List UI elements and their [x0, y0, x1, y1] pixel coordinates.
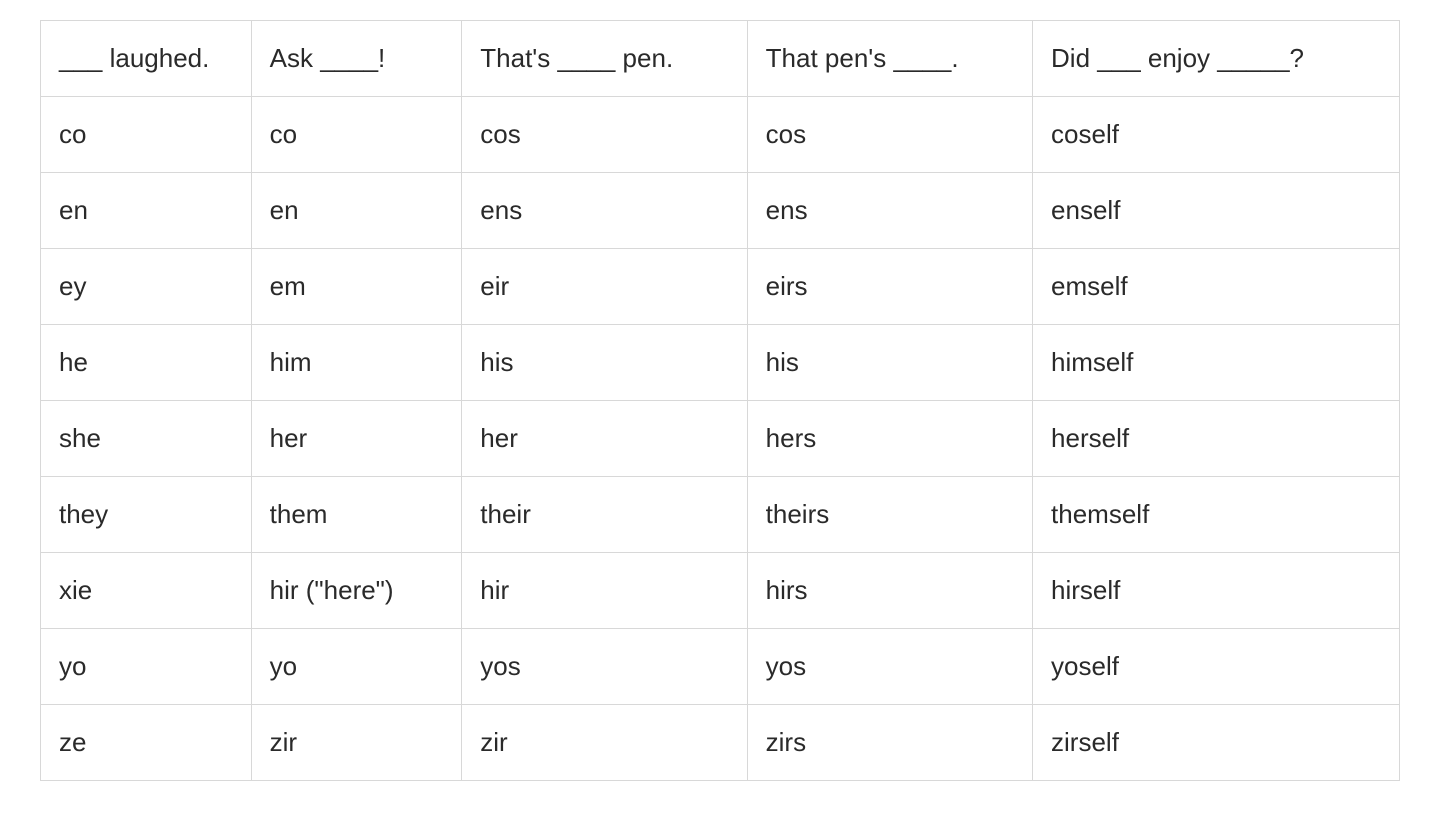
table-cell: hir ("here") — [251, 553, 462, 629]
table-cell: hirself — [1033, 553, 1400, 629]
table-row: ey em eir eirs emself — [41, 249, 1400, 325]
table-row: ze zir zir zirs zirself — [41, 705, 1400, 781]
table-cell: they — [41, 477, 252, 553]
table-cell: hers — [747, 401, 1032, 477]
table-cell: yo — [251, 629, 462, 705]
table-cell: eir — [462, 249, 747, 325]
table-cell: yoself — [1033, 629, 1400, 705]
table-cell: them — [251, 477, 462, 553]
table-header-row: ___ laughed. Ask ____! That's ____ pen. … — [41, 21, 1400, 97]
table-cell: coself — [1033, 97, 1400, 173]
table-cell: her — [251, 401, 462, 477]
table-cell: ens — [462, 173, 747, 249]
table-cell: zirs — [747, 705, 1032, 781]
table-cell: ey — [41, 249, 252, 325]
column-header: Did ___ enjoy _____? — [1033, 21, 1400, 97]
table-row: she her her hers herself — [41, 401, 1400, 477]
column-header: Ask ____! — [251, 21, 462, 97]
table-cell: she — [41, 401, 252, 477]
table-cell: xie — [41, 553, 252, 629]
column-header: ___ laughed. — [41, 21, 252, 97]
table-row: en en ens ens enself — [41, 173, 1400, 249]
table-cell: eirs — [747, 249, 1032, 325]
table-cell: cos — [747, 97, 1032, 173]
table-cell: ens — [747, 173, 1032, 249]
pronoun-table: ___ laughed. Ask ____! That's ____ pen. … — [40, 20, 1400, 781]
table-cell: co — [41, 97, 252, 173]
table-cell: yos — [747, 629, 1032, 705]
table-cell: yo — [41, 629, 252, 705]
table-cell: en — [41, 173, 252, 249]
table-cell: co — [251, 97, 462, 173]
table-cell: his — [747, 325, 1032, 401]
table-cell: zirself — [1033, 705, 1400, 781]
table-cell: her — [462, 401, 747, 477]
table-cell: himself — [1033, 325, 1400, 401]
table-row: he him his his himself — [41, 325, 1400, 401]
table-cell: themself — [1033, 477, 1400, 553]
table-cell: en — [251, 173, 462, 249]
table-cell: ze — [41, 705, 252, 781]
table-row: yo yo yos yos yoself — [41, 629, 1400, 705]
table-cell: yos — [462, 629, 747, 705]
table-cell: he — [41, 325, 252, 401]
table-row: xie hir ("here") hir hirs hirself — [41, 553, 1400, 629]
table-cell: enself — [1033, 173, 1400, 249]
table-cell: cos — [462, 97, 747, 173]
table-cell: hirs — [747, 553, 1032, 629]
column-header: That's ____ pen. — [462, 21, 747, 97]
table-row: they them their theirs themself — [41, 477, 1400, 553]
table-cell: zir — [462, 705, 747, 781]
table-cell: em — [251, 249, 462, 325]
table-cell: him — [251, 325, 462, 401]
column-header: That pen's ____. — [747, 21, 1032, 97]
table-cell: their — [462, 477, 747, 553]
table-cell: his — [462, 325, 747, 401]
table-row: co co cos cos coself — [41, 97, 1400, 173]
table-cell: zir — [251, 705, 462, 781]
table-cell: emself — [1033, 249, 1400, 325]
table-cell: herself — [1033, 401, 1400, 477]
table-cell: theirs — [747, 477, 1032, 553]
table-cell: hir — [462, 553, 747, 629]
